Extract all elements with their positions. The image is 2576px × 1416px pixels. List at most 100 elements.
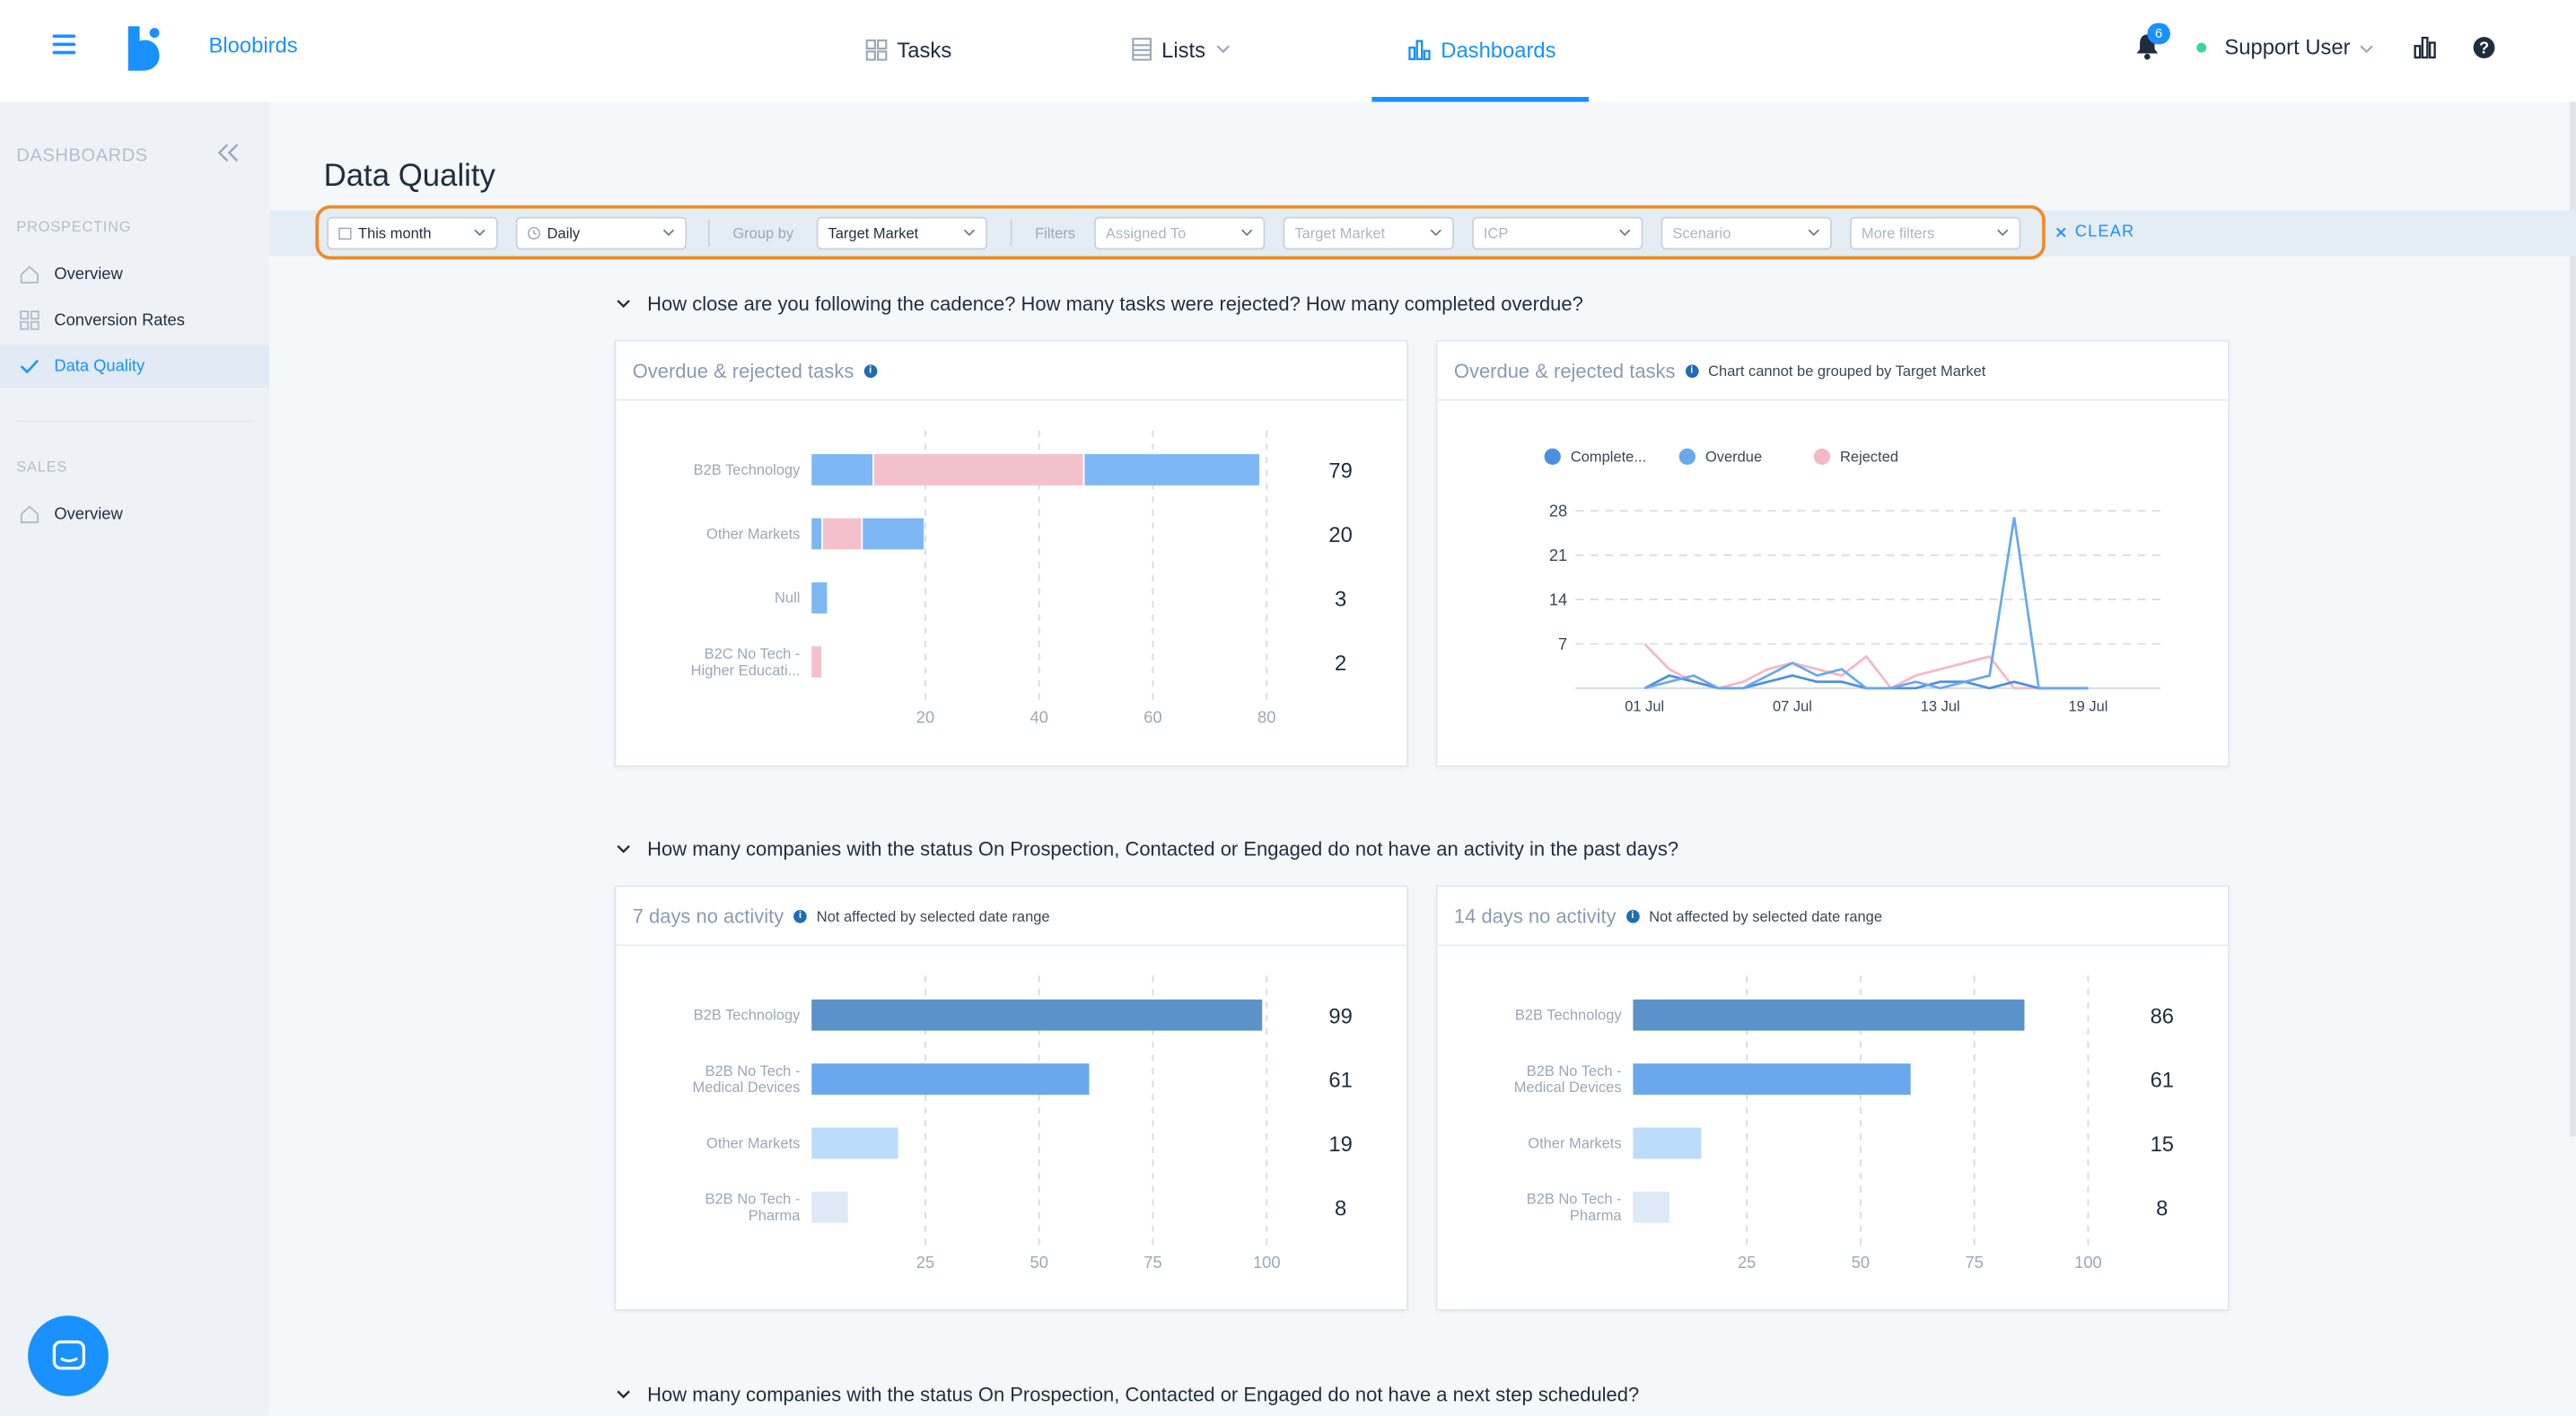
- bar: [1633, 1127, 1702, 1159]
- card-title: 14 days no activity: [1453, 904, 1617, 928]
- nav-lists[interactable]: Lists: [1132, 30, 1230, 69]
- active-tab-indicator: [1371, 96, 1589, 102]
- filter-divider: [1010, 220, 1012, 247]
- chevron-down-icon[interactable]: [2359, 44, 2373, 54]
- chevron-down-icon: [617, 300, 630, 309]
- bar-segment: [811, 581, 828, 614]
- analytics-icon[interactable]: [2414, 36, 2437, 59]
- sidebar-item-label: Data Quality: [54, 357, 145, 376]
- sidebar-item-sales-overview[interactable]: Overview: [0, 493, 269, 536]
- group-by-label: Group by: [732, 224, 794, 242]
- category-label: Null: [775, 590, 800, 607]
- card-header: Overdue & rejected tasks i Chart cannot …: [1437, 342, 2229, 401]
- sidebar: DASHBOARDS PROSPECTING Overview Conversi…: [0, 101, 270, 1416]
- x-tick-label: 75: [1966, 1253, 1984, 1272]
- assigned-to-filter[interactable]: Assigned To: [1094, 216, 1266, 250]
- category-label: B2B No Tech -Medical Devices: [1514, 1063, 1622, 1096]
- chevron-down-icon: [617, 1390, 630, 1399]
- category-label: B2B No Tech -Pharma: [705, 1192, 802, 1224]
- more-filters-placeholder: More filters: [1861, 224, 1935, 242]
- question-text: How many companies with the status On Pr…: [647, 1383, 1640, 1406]
- card-header: 7 days no activity i Not affected by sel…: [616, 887, 1406, 947]
- x-tick-label: 07 Jul: [1773, 699, 1812, 715]
- nav-dashboards[interactable]: Dashboards: [1408, 30, 1556, 69]
- menu-icon[interactable]: [52, 34, 76, 55]
- info-icon[interactable]: i: [1685, 363, 1699, 378]
- x-tick-label: 40: [1030, 707, 1048, 726]
- granularity-select[interactable]: Daily: [515, 216, 688, 250]
- user-menu[interactable]: Support User: [2224, 34, 2351, 59]
- bar-value-label: 8: [1335, 1196, 1346, 1220]
- chevron-down-icon: [474, 229, 486, 237]
- chevron-down-icon: [1430, 229, 1441, 237]
- grid-icon: [20, 310, 39, 330]
- bar-value-label: 61: [1328, 1069, 1352, 1093]
- top-navbar: Bloobirds Tasks Lists Dashboards 6 Suppo…: [0, 0, 2576, 102]
- chevron-down-icon: [963, 229, 976, 237]
- icp-placeholder: ICP: [1483, 224, 1509, 242]
- bar-total-label: 2: [1335, 651, 1346, 676]
- calendar-icon: [338, 227, 352, 240]
- info-icon[interactable]: i: [863, 363, 877, 378]
- list-icon: [1132, 38, 1152, 61]
- x-tick-label: 50: [1852, 1253, 1870, 1272]
- target-market-placeholder: Target Market: [1294, 224, 1386, 242]
- collapse-sidebar-icon[interactable]: [217, 143, 241, 162]
- sidebar-item-conversion-rates[interactable]: Conversion Rates: [0, 299, 269, 342]
- bar-segment: [863, 518, 924, 550]
- question-cadence[interactable]: How close are you following the cadence?…: [616, 293, 1583, 315]
- chat-support-button[interactable]: [28, 1315, 109, 1396]
- group-by-select[interactable]: Target Market: [816, 216, 988, 250]
- sidebar-header: DASHBOARDS: [16, 145, 148, 166]
- card-overdue-bar: Overdue & rejected tasks i 20 40 60 80 B2B T…: [614, 339, 1408, 767]
- bar-value-label: 99: [1328, 1004, 1352, 1028]
- sidebar-item-label: Overview: [54, 504, 123, 523]
- check-icon: [20, 359, 39, 374]
- clear-label: CLEAR: [2074, 223, 2135, 242]
- scrollbar[interactable]: [2569, 101, 2576, 1137]
- bar: [1633, 999, 2025, 1031]
- more-filters-select[interactable]: More filters: [1850, 216, 2021, 250]
- scenario-placeholder: Scenario: [1672, 224, 1731, 242]
- sidebar-item-overview[interactable]: Overview: [0, 253, 269, 296]
- nav-dashboards-label: Dashboards: [1441, 37, 1556, 62]
- card-title: 7 days no activity: [632, 904, 784, 928]
- date-range-value: This month: [358, 224, 432, 242]
- y-tick-label: 28: [1549, 502, 1567, 520]
- assigned-to-placeholder: Assigned To: [1105, 224, 1187, 242]
- chart-overdue-line: Complete... Overdue Rejected 7 14 21 28 01 Jul 0…: [1544, 448, 2160, 715]
- bloobirds-logo[interactable]: [123, 23, 166, 81]
- chart-fourteen-days: 25 50 75 100 B2B Technology 86 B2B No Tech -Me…: [1514, 975, 2174, 1272]
- page-title: Data Quality: [323, 159, 495, 194]
- x-tick-label: 80: [1257, 707, 1275, 726]
- y-tick-label: 14: [1549, 590, 1567, 609]
- bar: [811, 1127, 898, 1159]
- x-tick-label: 13 Jul: [1921, 699, 1960, 715]
- scenario-filter[interactable]: Scenario: [1660, 216, 1832, 250]
- clear-filters-button[interactable]: CLEAR: [2055, 223, 2135, 241]
- bar-segment: [811, 646, 822, 678]
- card-header: 14 days no activity i Not affected by se…: [1437, 887, 2229, 947]
- help-icon[interactable]: ?: [2473, 36, 2496, 59]
- online-status-icon: [2196, 42, 2207, 53]
- legend-label: Complete...: [1571, 449, 1646, 465]
- filter-highlight-outline: [315, 205, 2046, 260]
- question-no-activity[interactable]: How many companies with the status On Pr…: [616, 838, 1678, 861]
- x-tick-label: 60: [1143, 707, 1161, 726]
- info-icon[interactable]: i: [793, 909, 807, 922]
- icp-filter[interactable]: ICP: [1472, 216, 1643, 250]
- grid-icon: [865, 39, 888, 60]
- date-range-select[interactable]: This month: [327, 216, 498, 250]
- sidebar-item-data-quality[interactable]: Data Quality: [0, 345, 270, 388]
- category-label: B2B Technology: [694, 462, 801, 478]
- brand-name[interactable]: Bloobirds: [208, 32, 298, 58]
- info-icon[interactable]: i: [1625, 909, 1640, 922]
- card-fourteen-days: 14 days no activity i Not affected by se…: [1435, 885, 2230, 1311]
- nav-tasks[interactable]: Tasks: [865, 30, 951, 69]
- bar-value-label: 61: [2151, 1069, 2174, 1093]
- target-market-filter[interactable]: Target Market: [1283, 216, 1454, 250]
- bar-segment: [822, 518, 862, 550]
- question-next-step[interactable]: How many companies with the status On Pr…: [616, 1383, 1639, 1406]
- bar-total-label: 20: [1328, 523, 1352, 547]
- sidebar-item-label: Conversion Rates: [54, 310, 185, 329]
